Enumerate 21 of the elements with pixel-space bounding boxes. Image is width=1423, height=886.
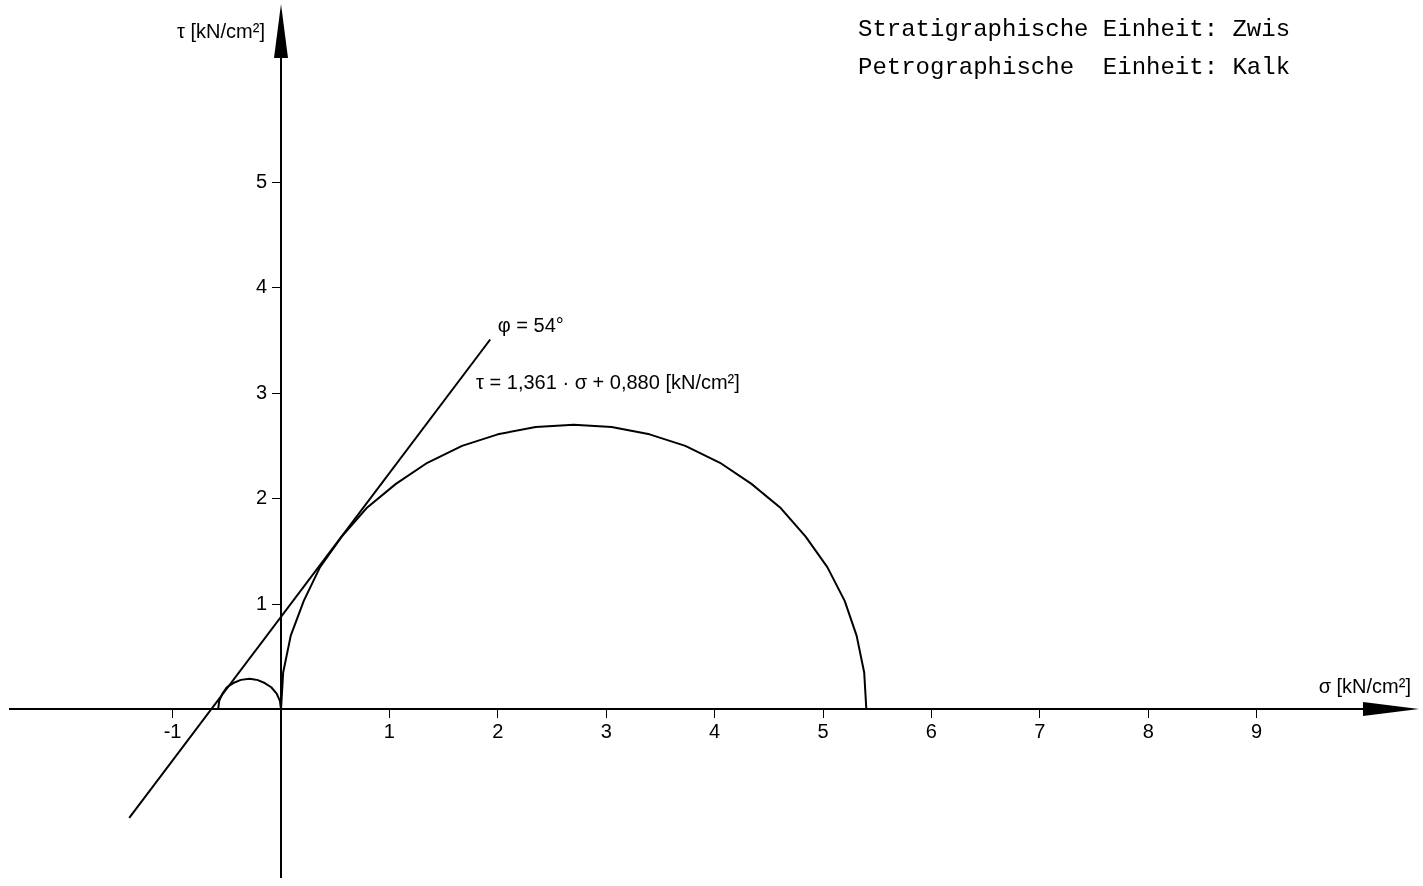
x-tick-label: 1: [383, 719, 395, 742]
y-tick-label: 4: [255, 275, 267, 298]
y-tick-label: 1: [255, 591, 267, 614]
y-axis-title: τ [kN/cm²]: [177, 19, 265, 42]
chart-title: Stratigraphische Einheit: Zwis: [858, 16, 1291, 43]
x-tick-label: 7: [1034, 719, 1046, 742]
y-tick-label: 2: [255, 486, 267, 509]
x-tick-label: 4: [709, 719, 721, 742]
x-tick-label: 9: [1251, 719, 1263, 742]
x-tick-label: 5: [817, 719, 829, 742]
x-tick-label: 8: [1142, 719, 1154, 742]
y-tick-label: 3: [255, 380, 267, 403]
annotation: τ = 1,361 · σ + 0,880 [kN/cm²]: [476, 371, 740, 394]
x-tick-label: 2: [492, 719, 504, 742]
x-tick-label: 6: [925, 719, 937, 742]
chart-subtitle: Petrographische Einheit: Kalk: [858, 54, 1291, 81]
annotation: φ = 54°: [497, 314, 564, 337]
x-tick-label: -1: [163, 719, 182, 742]
x-tick-label: 3: [600, 719, 612, 742]
x-axis-title: σ [kN/cm²]: [1318, 674, 1411, 697]
y-tick-label: 5: [255, 169, 267, 192]
